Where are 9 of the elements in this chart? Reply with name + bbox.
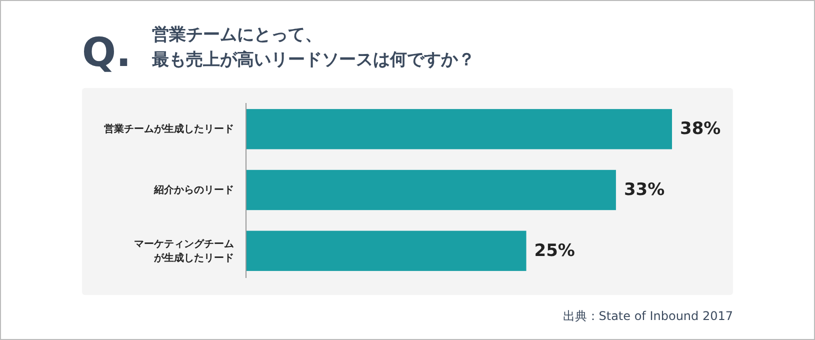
chart-subtitle: 営業チームにとって、最も売上が高いリードソースは何ですか？ [151, 25, 475, 70]
data-label: 33% [624, 180, 665, 200]
data-label: 38% [680, 119, 721, 140]
data-label: 25% [534, 240, 575, 261]
source-note: 出典：State of Inbound 2017 [562, 309, 733, 323]
chart-title: Q. [82, 30, 132, 76]
y-tick-label: 営業チームが生成したリード [104, 122, 234, 135]
y-tick-label: 紹介からのリード [153, 184, 234, 196]
y-tick-label: マーケティングチームが生成したリード [134, 237, 234, 264]
